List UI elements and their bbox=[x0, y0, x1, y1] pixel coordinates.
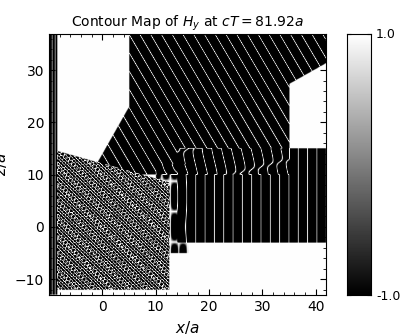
Title: Contour Map of $H_y$ at $cT = 81.92a$: Contour Map of $H_y$ at $cT = 81.92a$ bbox=[71, 14, 304, 34]
Y-axis label: $z/a$: $z/a$ bbox=[0, 152, 9, 176]
X-axis label: $x/a$: $x/a$ bbox=[175, 319, 200, 335]
